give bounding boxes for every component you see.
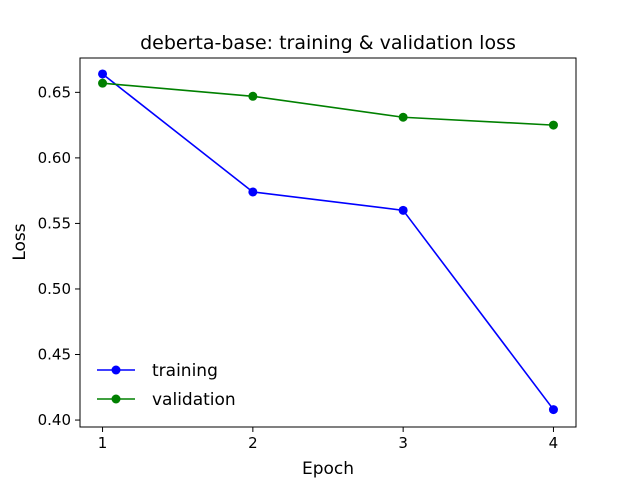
series-line-validation (102, 82, 554, 126)
legend-label-validation: validation (152, 390, 236, 410)
data-point-validation (98, 78, 108, 88)
x-axis: 1 2 3 4 (98, 427, 558, 452)
y-tick-label: 0.40 (38, 411, 71, 429)
series-line-training (102, 73, 555, 411)
data-point-training (248, 187, 258, 197)
data-point-validation (398, 112, 408, 122)
y-tick-label: 0.65 (38, 83, 71, 101)
y-axis-label: Loss (10, 223, 30, 260)
y-tick-label: 0.50 (38, 280, 71, 298)
data-point-training (548, 405, 558, 415)
x-tick-label: 3 (398, 434, 408, 452)
y-axis: 0.40 0.45 0.50 0.55 0.60 0.65 (38, 83, 80, 429)
x-tick-label: 1 (98, 434, 108, 452)
x-tick-label: 4 (549, 434, 559, 452)
y-tick-label: 0.45 (38, 346, 71, 364)
x-axis-label: Epoch (302, 459, 354, 479)
plot-area (98, 69, 558, 415)
legend-label-training: training (152, 361, 218, 381)
axes-frame (79, 57, 577, 428)
data-point-training (398, 205, 408, 215)
legend: training validation (97, 361, 236, 410)
legend-marker-validation (111, 394, 121, 404)
legend-marker-training (111, 365, 121, 375)
data-point-training (98, 69, 108, 79)
y-tick-label: 0.60 (38, 149, 71, 167)
y-tick-label: 0.55 (38, 214, 71, 232)
chart-title: deberta-base: training & validation loss (140, 32, 516, 54)
data-point-validation (248, 91, 258, 101)
x-tick-label: 2 (248, 434, 258, 452)
data-point-validation (548, 120, 558, 130)
